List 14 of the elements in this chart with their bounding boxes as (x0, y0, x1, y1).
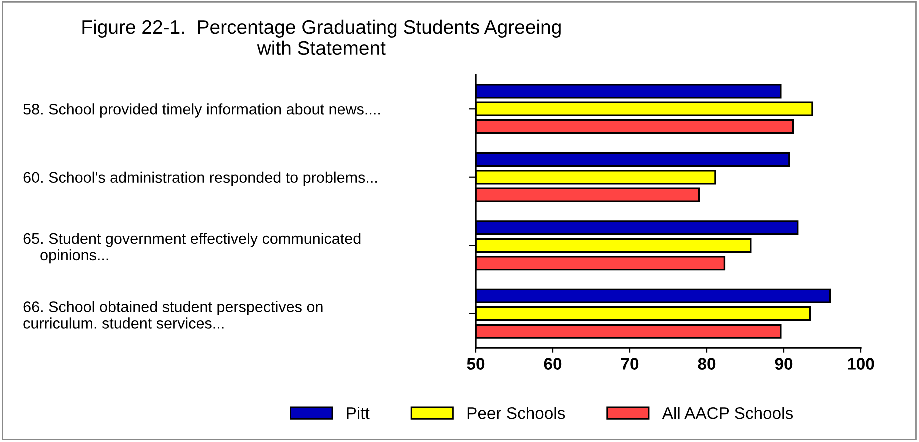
x-tick-label: 80 (698, 358, 716, 370)
y-tick-label: 58. School provided timely information about news.... (24, 104, 380, 118)
y-tick-label: 60. School's administration responded to problems... (24, 172, 378, 186)
legend-label: Peer Schools (468, 407, 566, 420)
x-tick-label: 100 (848, 358, 874, 370)
x-tick-label: 60 (544, 358, 562, 370)
y-tick-label: 65. Student government effectively communicated opinions... (24, 232, 361, 264)
x-tick-label: 50 (467, 358, 485, 370)
x-tick-label: 70 (621, 358, 639, 370)
y-tick-label: 66. School obtained student perspectives on curriculum. student services... (24, 301, 323, 329)
legend-label: Pitt (347, 407, 370, 420)
legend-label: All AACP Schools (662, 407, 794, 420)
x-tick-label: 90 (775, 358, 793, 370)
chart-title: Figure 22-1. Percentage Graduating Students Agreeing with Statement (82, 20, 561, 56)
